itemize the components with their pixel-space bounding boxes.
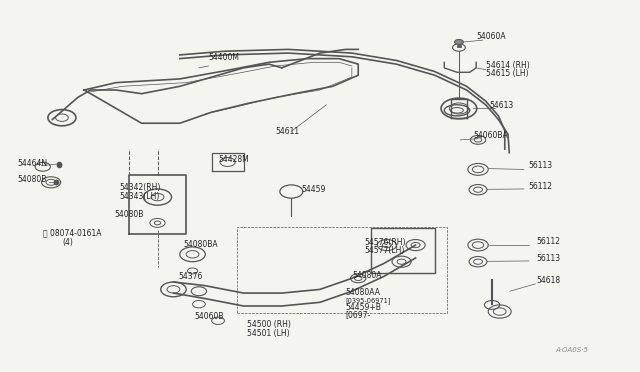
Text: 54080B: 54080B	[17, 175, 47, 184]
Text: 54343(LH): 54343(LH)	[119, 192, 159, 201]
Text: 54576(RH): 54576(RH)	[365, 238, 406, 247]
Text: [0395-06971]: [0395-06971]	[346, 297, 391, 304]
Text: [0697-: [0697-	[346, 310, 371, 319]
Text: A·OA0S·5: A·OA0S·5	[556, 347, 589, 353]
Text: 54614 (RH): 54614 (RH)	[486, 61, 529, 70]
Text: 54080A: 54080A	[352, 271, 381, 280]
Text: 56112: 56112	[529, 182, 552, 191]
Text: 54080B: 54080B	[115, 211, 144, 219]
Text: 54615 (LH): 54615 (LH)	[486, 69, 528, 78]
Text: 56113: 56113	[537, 254, 561, 263]
Text: 54613: 54613	[489, 101, 513, 110]
Text: 54577(LH): 54577(LH)	[365, 246, 405, 255]
Text: 56113: 56113	[529, 161, 552, 170]
Text: 54464N: 54464N	[17, 159, 47, 168]
Text: 54080AA: 54080AA	[346, 288, 381, 297]
Text: 54342(RH): 54342(RH)	[119, 183, 161, 192]
Text: 54459: 54459	[301, 185, 325, 193]
Text: 54501 (LH): 54501 (LH)	[246, 328, 289, 337]
Text: (4): (4)	[62, 238, 73, 247]
Text: 54060A: 54060A	[476, 32, 506, 41]
Text: 54400M: 54400M	[209, 54, 239, 62]
Text: 54500 (RH): 54500 (RH)	[246, 320, 291, 329]
Text: 54080BA: 54080BA	[183, 240, 218, 249]
Text: 54618: 54618	[537, 276, 561, 285]
Text: Ⓑ 08074-0161A: Ⓑ 08074-0161A	[43, 229, 101, 238]
Text: 54376: 54376	[179, 272, 203, 281]
Text: 54611: 54611	[275, 127, 300, 136]
Text: 54060B: 54060B	[195, 312, 224, 321]
Text: 54428M: 54428M	[218, 155, 249, 164]
Text: 56112: 56112	[537, 237, 561, 246]
Text: 54459+B: 54459+B	[346, 303, 381, 312]
Circle shape	[454, 39, 463, 45]
Text: 54060BA: 54060BA	[473, 131, 508, 140]
